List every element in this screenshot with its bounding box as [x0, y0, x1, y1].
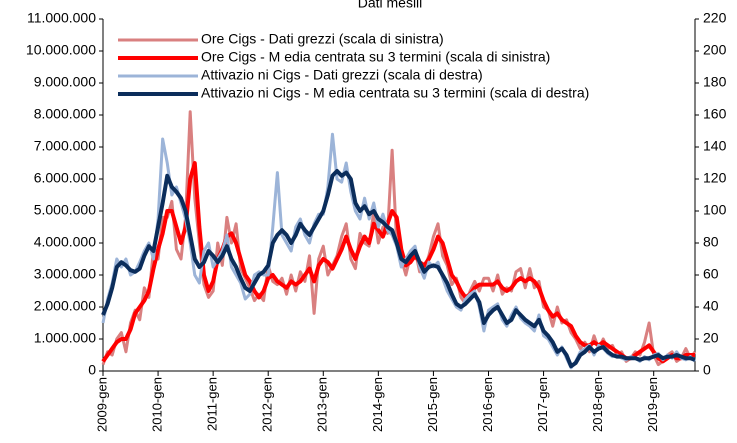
y2-tick-label: 0 — [703, 362, 711, 378]
x-tick-label: 2018-gen — [590, 377, 605, 432]
y-tick-label: 5.000.000 — [34, 202, 96, 218]
x-tick-label: 2017-gen — [535, 377, 550, 432]
y-tick-label: 2.000.000 — [34, 298, 96, 314]
y-tick-label: 11.000.000 — [27, 10, 96, 26]
y2-tick-label: 100 — [703, 202, 727, 218]
y2-tick-label: 120 — [703, 170, 727, 186]
y-tick-label: 6.000.000 — [34, 170, 96, 186]
x-tick-label: 2011-gen — [205, 377, 220, 431]
x-tick-label: 2014-gen — [370, 377, 385, 432]
y-tick-label: 0 — [88, 362, 96, 378]
y-tick-label: 1.000.000 — [34, 330, 96, 346]
legend-label: Ore Cigs - M edia centrata su 3 termini … — [201, 49, 550, 65]
legend-label: Ore Cigs - Dati grezzi (scala di sinistr… — [201, 31, 444, 47]
legend-label: Attivazio ni Cigs - Dati grezzi (scala d… — [201, 67, 483, 83]
y-tick-label: 8.000.000 — [34, 106, 96, 122]
y-tick-label: 4.000.000 — [34, 234, 96, 250]
y-tick-label: 3.000.000 — [34, 266, 96, 282]
y2-tick-label: 80 — [703, 234, 719, 250]
y2-tick-label: 140 — [703, 138, 727, 154]
x-tick-label: 2010-gen — [150, 377, 165, 432]
y2-tick-label: 160 — [703, 106, 727, 122]
series-line — [101, 169, 696, 369]
y-tick-label: 10.000.000 — [26, 42, 96, 58]
series-line — [101, 161, 695, 364]
y2-tick-label: 200 — [703, 42, 727, 58]
y2-tick-label: 180 — [703, 74, 727, 90]
chart-title: Dati mesili — [358, 0, 423, 11]
y2-tick-label: 220 — [703, 10, 727, 26]
y2-tick-label: 60 — [703, 266, 719, 282]
y2-tick-label: 40 — [703, 298, 719, 314]
y-tick-label: 9.000.000 — [34, 74, 96, 90]
x-tick-label: 2016-gen — [480, 377, 495, 432]
x-tick-label: 2009-gen — [94, 377, 109, 432]
x-tick-label: 2012-gen — [260, 377, 275, 432]
legend-label: Attivazio ni Cigs - M edia centrata su 3… — [201, 85, 589, 101]
x-tick-label: 2015-gen — [425, 377, 440, 432]
x-tick-label: 2019-gen — [645, 377, 660, 432]
y-tick-label: 7.000.000 — [34, 138, 96, 154]
x-tick-label: 2013-gen — [315, 377, 330, 432]
y2-tick-label: 20 — [703, 330, 719, 346]
